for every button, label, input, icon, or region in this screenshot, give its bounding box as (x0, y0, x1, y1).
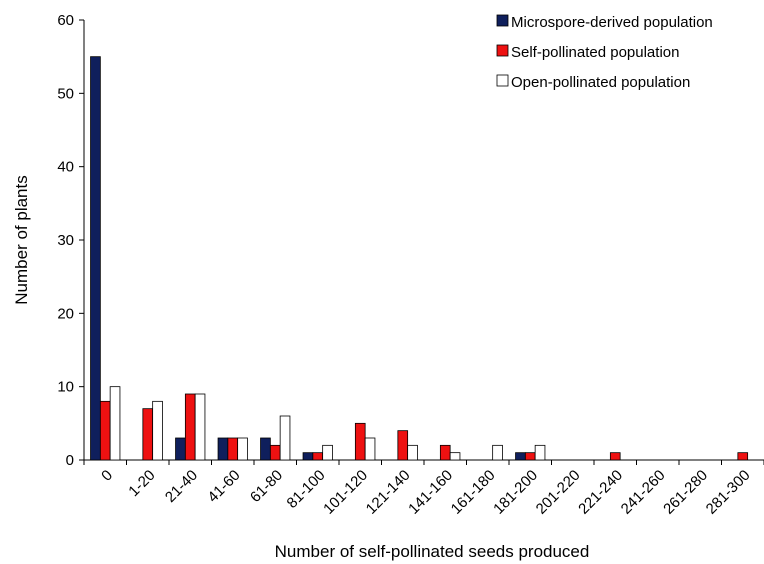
y-tick-label: 60 (57, 12, 74, 29)
bar-1-61-80 (260, 437, 271, 461)
bar-2-0 (99, 400, 111, 461)
legend-swatch (496, 14, 509, 27)
x-tick-label: 201-220 (533, 467, 584, 518)
bar-2-141-160 (439, 444, 451, 461)
bar-1-81-100 (302, 452, 314, 461)
x-tick-label: 101-120 (320, 467, 371, 518)
bar-3-81-100 (322, 444, 333, 461)
bar-1-0 (90, 56, 101, 461)
x-tick-label: 141-160 (405, 467, 456, 518)
x-tick-label: 281-300 (703, 467, 754, 518)
bar-2-41-60 (227, 437, 239, 461)
x-tick-label: 161-180 (448, 467, 499, 518)
x-tick-label: 61-80 (247, 467, 286, 506)
y-tick-label: 20 (57, 305, 74, 322)
y-axis-title: Number of plants (12, 175, 31, 304)
y-tick-label: 50 (57, 85, 74, 102)
bar-3-161-180 (492, 444, 503, 461)
x-tick-label: 0 (98, 467, 116, 485)
bar-2-221-240 (609, 452, 621, 461)
x-tick-label: 261-280 (660, 467, 711, 518)
bar-2-281-300 (737, 452, 749, 461)
bar-3-141-160 (449, 452, 461, 461)
x-tick-label: 181-200 (490, 467, 541, 518)
bar-3-101-120 (364, 437, 376, 461)
bar-1-41-60 (217, 437, 229, 461)
y-tick-label: 40 (57, 159, 74, 176)
bar-3-0 (109, 386, 121, 461)
x-axis-title: Number of self-pollinated seeds produced (275, 542, 590, 561)
y-tick-label: 10 (57, 379, 74, 396)
bar-1-21-40 (175, 437, 186, 461)
x-tick-label: 1-20 (125, 467, 158, 500)
legend-label: Self-pollinated population (511, 44, 679, 61)
bar-1-181-200 (515, 452, 526, 461)
bar-3-1-20 (152, 400, 163, 461)
bar-3-61-80 (279, 415, 291, 461)
x-tick-label: 221-240 (575, 467, 626, 518)
x-tick-label: 121-140 (363, 467, 414, 518)
x-tick-label: 41-60 (204, 467, 243, 506)
y-axis-ticks: 0 10 20 30 40 50 60 (57, 12, 84, 469)
x-tick-label: 241-260 (618, 467, 669, 518)
legend-swatch (496, 74, 509, 87)
y-tick-label: 30 (57, 232, 74, 249)
bars (90, 56, 749, 461)
bar-2-121-140 (397, 430, 409, 461)
x-axis-ticks: 0 1-20 21-40 41-60 61-8081-100101-120121-140… (83, 460, 764, 518)
bar-2-81-100 (312, 452, 324, 461)
bar-2-1-20 (142, 408, 154, 461)
bar-3-41-60 (237, 437, 248, 461)
bar-3-121-140 (407, 444, 418, 461)
bar-3-181-200 (534, 444, 546, 461)
y-tick-label: 0 (66, 452, 74, 469)
bar-2-21-40 (184, 393, 196, 461)
legend-label: Open-pollinated population (511, 74, 690, 91)
legend: Microspore-derived population Self-pollin… (496, 14, 713, 91)
x-tick-label: 21-40 (162, 467, 201, 506)
bar-2-61-80 (269, 444, 281, 461)
bar-2-181-200 (524, 452, 536, 461)
legend-label: Microspore-derived population (511, 14, 713, 31)
bar-2-101-120 (354, 422, 366, 461)
legend-swatch (496, 44, 509, 57)
bar-3-21-40 (194, 393, 206, 461)
